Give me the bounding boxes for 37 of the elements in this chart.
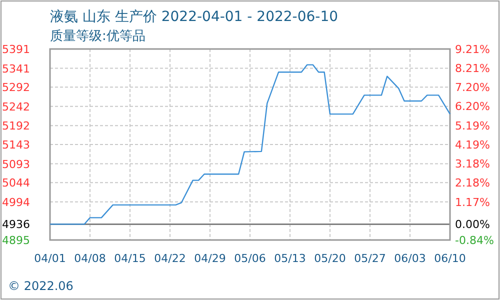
y-tick-label: 5044 [2, 176, 30, 190]
x-tick-label: 05/06 [234, 252, 266, 265]
y2-tick-label: 4.19% [455, 138, 490, 152]
y-tick-label: 5192 [2, 120, 30, 133]
y2-tick-label: 8.21% [455, 62, 490, 76]
y2-tick-label: 5.19% [455, 119, 490, 132]
x-tick-label: 04/29 [194, 252, 226, 265]
y2-tick-label: 0.00% [455, 218, 490, 232]
y-tick-label: 5292 [2, 81, 30, 94]
x-tick-label: 04/01 [34, 252, 66, 265]
y-tick-label: 5391 [2, 43, 30, 56]
chart-subtitle: 质量等级:优等品 [50, 29, 146, 44]
x-tick-label: 04/22 [154, 252, 186, 265]
line-series [49, 64, 451, 225]
y2-tick-label: -0.84% [455, 234, 494, 247]
x-tick-label: 05/13 [274, 252, 306, 265]
y-tick-label: 5242 [2, 100, 30, 114]
text: © 2022.06 [8, 279, 74, 293]
y-tick-label: 4936 [2, 218, 30, 232]
x-tick-label: 06/10 [434, 252, 466, 265]
y-tick-label: 5093 [2, 158, 30, 171]
x-tick-label: 04/08 [74, 252, 106, 265]
y2-tick-label: 9.21% [455, 43, 490, 56]
y2-tick-label: 7.20% [455, 81, 490, 94]
x-tick-label: 05/27 [354, 252, 386, 265]
y-tick-label: 4895 [2, 234, 30, 247]
x-tick-label: 05/20 [314, 252, 346, 265]
y2-tick-label: 2.18% [455, 176, 490, 190]
y2-tick-label: 6.20% [455, 100, 490, 114]
y2-tick-label: 1.17% [455, 196, 490, 209]
chart-title: 液氨 山东 生产价 2022-04-01 - 2022-06-10 [50, 9, 338, 25]
y-tick-label: 4994 [2, 196, 30, 209]
x-tick-label: 06/03 [394, 252, 426, 265]
x-tick-label: 04/15 [114, 252, 146, 265]
y-tick-label: 5341 [2, 62, 30, 76]
y-tick-label: 5143 [2, 138, 30, 152]
y2-tick-label: 3.18% [455, 158, 490, 171]
